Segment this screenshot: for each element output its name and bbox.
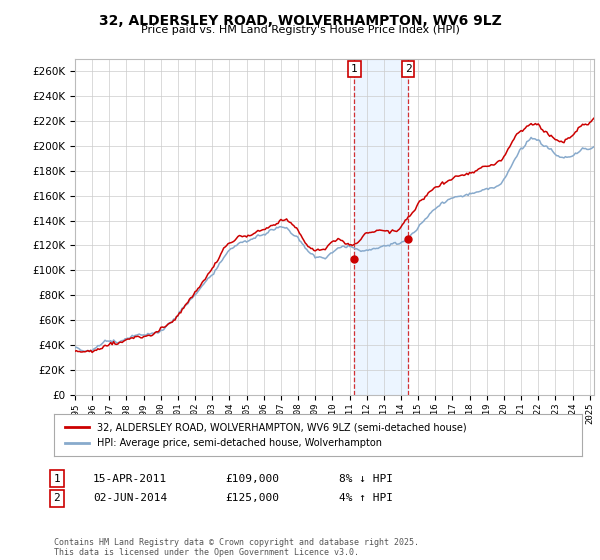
Text: £125,000: £125,000 xyxy=(225,493,279,503)
Text: 4% ↑ HPI: 4% ↑ HPI xyxy=(339,493,393,503)
Text: 02-JUN-2014: 02-JUN-2014 xyxy=(93,493,167,503)
Text: 2: 2 xyxy=(405,64,412,74)
Text: Price paid vs. HM Land Registry's House Price Index (HPI): Price paid vs. HM Land Registry's House … xyxy=(140,25,460,35)
Bar xyxy=(355,59,408,395)
Text: 1: 1 xyxy=(351,64,358,74)
Text: £109,000: £109,000 xyxy=(225,474,279,484)
Text: 2: 2 xyxy=(53,493,61,503)
Text: 8% ↓ HPI: 8% ↓ HPI xyxy=(339,474,393,484)
Text: 15-APR-2011: 15-APR-2011 xyxy=(93,474,167,484)
Text: 32, ALDERSLEY ROAD, WOLVERHAMPTON, WV6 9LZ: 32, ALDERSLEY ROAD, WOLVERHAMPTON, WV6 9… xyxy=(98,14,502,28)
Text: Contains HM Land Registry data © Crown copyright and database right 2025.
This d: Contains HM Land Registry data © Crown c… xyxy=(54,538,419,557)
Text: 1: 1 xyxy=(53,474,61,484)
Legend: 32, ALDERSLEY ROAD, WOLVERHAMPTON, WV6 9LZ (semi-detached house), HPI: Average p: 32, ALDERSLEY ROAD, WOLVERHAMPTON, WV6 9… xyxy=(59,417,472,454)
